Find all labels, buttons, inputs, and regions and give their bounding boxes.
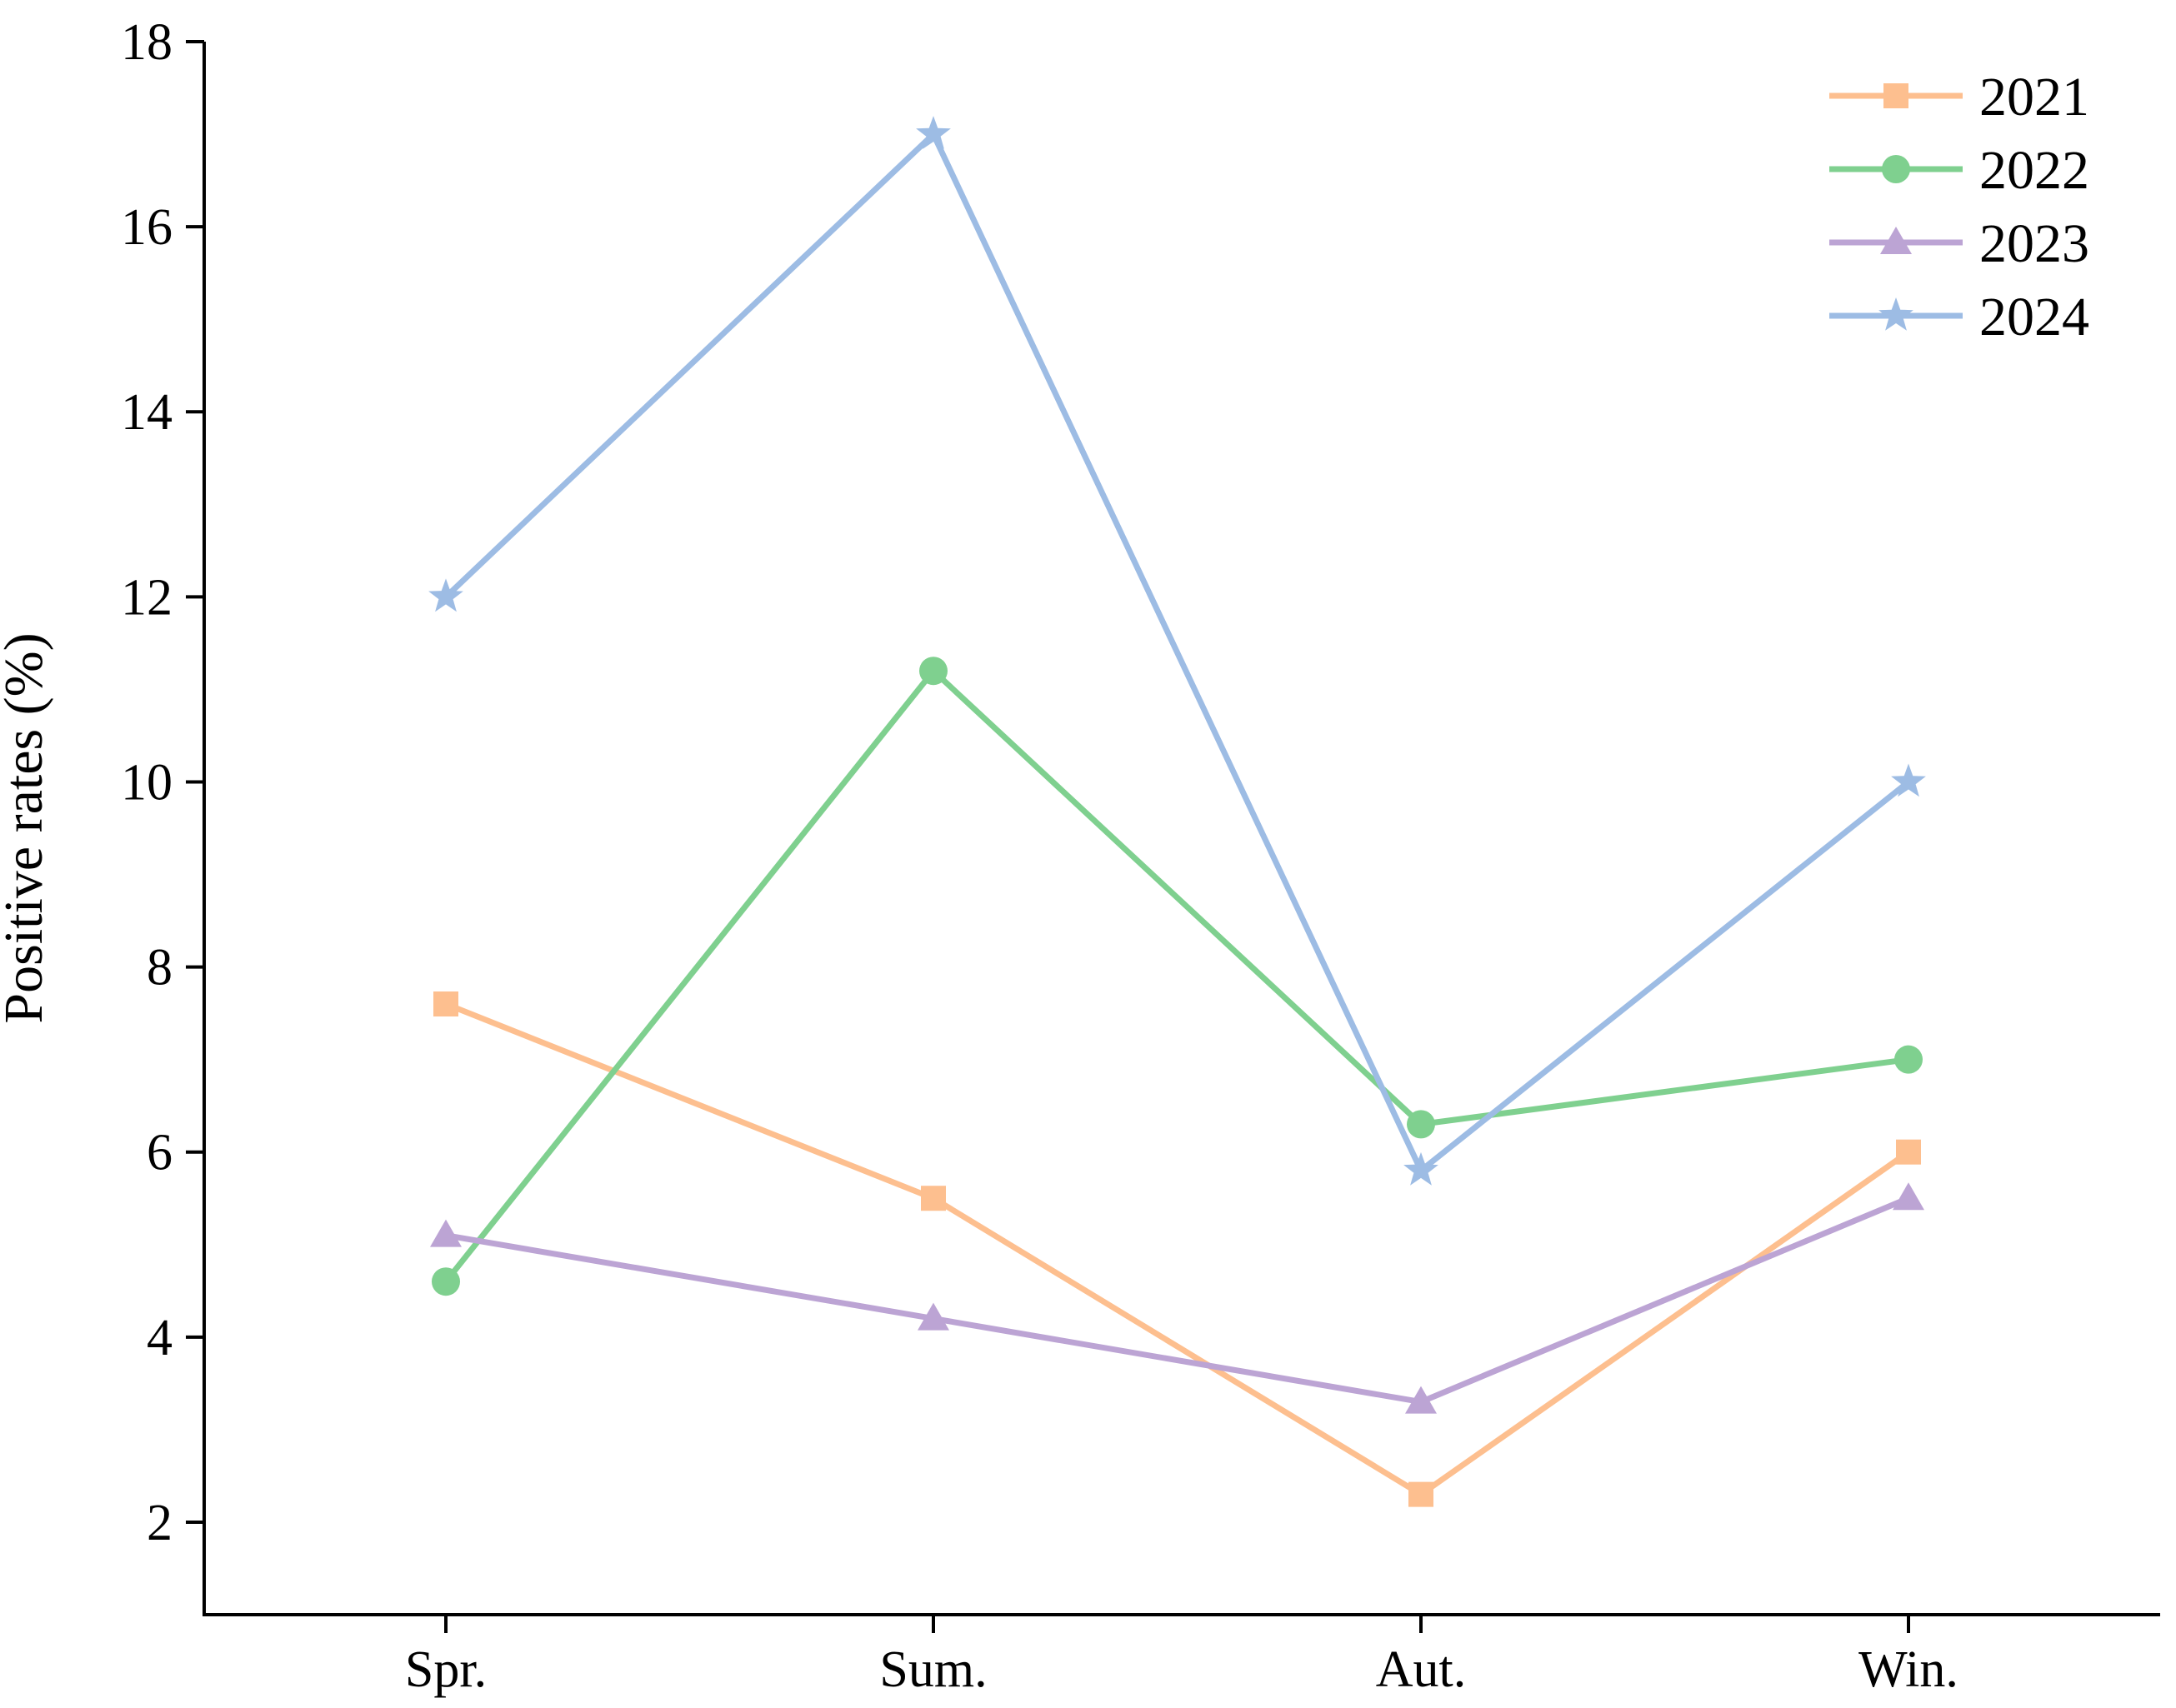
axes: 2 4 6 8 10 12 14 16 18 Spr. Sum. Aut. Win.: [121, 14, 2160, 1698]
series-line: [443, 131, 1911, 1174]
x-tick-label: Sum.: [879, 1641, 987, 1698]
y-tick-label: 8: [147, 940, 173, 996]
data-point: [1405, 1386, 1437, 1414]
data-point: [918, 1302, 949, 1331]
y-tick-label: 12: [121, 569, 173, 626]
data-point: [919, 657, 948, 686]
series-2022: [432, 657, 1923, 1296]
y-tick-label: 4: [147, 1310, 173, 1366]
series-2024: [428, 116, 1926, 1186]
y-tick-label: 18: [121, 14, 173, 71]
x-tick-label: Aut.: [1376, 1641, 1467, 1698]
legend-marker: [1880, 227, 1912, 254]
data-point: [1408, 1481, 1433, 1507]
data-point: [1894, 1045, 1923, 1074]
x-tick-label: Spr.: [405, 1641, 487, 1698]
data-point: [1893, 1182, 1924, 1211]
data-point: [916, 116, 951, 149]
data-point: [1403, 1151, 1438, 1186]
legend-label: 2022: [1979, 140, 2089, 201]
legend-marker: [1883, 83, 1908, 108]
data-point: [1896, 1139, 1921, 1165]
data-point: [1407, 1110, 1435, 1139]
series-2023: [430, 1182, 1924, 1414]
y-tick-label: 10: [121, 754, 173, 811]
legend: 2021 2022 2023 2024: [1829, 67, 2089, 347]
legend-item-2024: 2024: [1829, 287, 2089, 347]
data-point: [921, 1186, 946, 1211]
series-line: [444, 1001, 1911, 1498]
data-point: [430, 1219, 462, 1247]
legend-item-2022: 2022: [1829, 140, 2089, 201]
data-point: [432, 1267, 460, 1296]
legend-marker: [1882, 155, 1910, 183]
legend-label: 2023: [1979, 213, 2089, 274]
series-layer: [428, 116, 1926, 1507]
series-2021: [433, 991, 1921, 1507]
y-tick-label: 16: [121, 199, 173, 256]
series-line: [443, 667, 1909, 1284]
data-point: [1891, 763, 1926, 797]
data-point: [428, 578, 463, 612]
legend-item-2021: 2021: [1829, 67, 2089, 127]
y-tick-label: 14: [121, 384, 173, 441]
y-axis-label: Positive rates (%): [0, 632, 54, 1023]
legend-label: 2021: [1979, 67, 2089, 127]
y-tick-label: 2: [147, 1495, 173, 1551]
series-line: [445, 1195, 1910, 1406]
x-tick-label: Win.: [1858, 1641, 1958, 1698]
legend-item-2023: 2023: [1829, 213, 2089, 274]
y-tick-label: 6: [147, 1125, 173, 1181]
legend-label: 2024: [1979, 287, 2089, 347]
data-point: [433, 991, 458, 1017]
legend-marker: [1878, 297, 1913, 331]
